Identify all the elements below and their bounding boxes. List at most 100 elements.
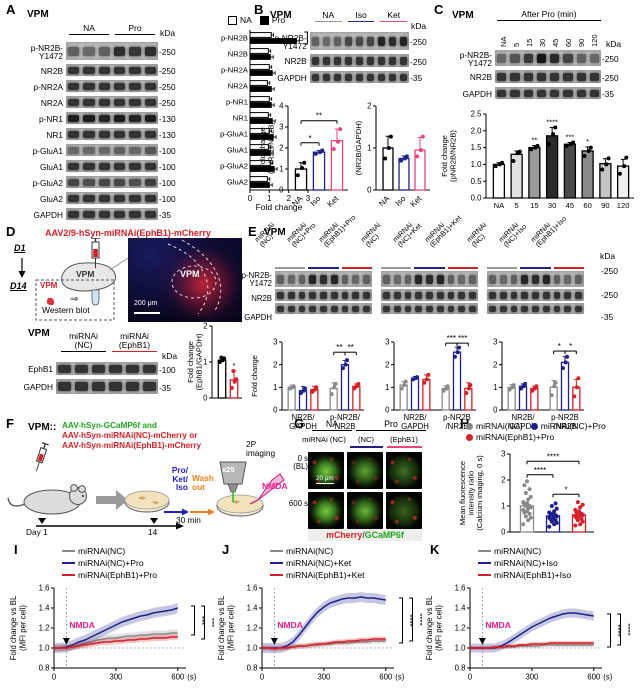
svg-text:Ket: Ket xyxy=(326,194,341,209)
blot-lane-strip xyxy=(275,289,372,301)
svg-text:1.2: 1.2 xyxy=(455,624,466,633)
panel-k-label: K xyxy=(430,542,440,557)
svg-text:0: 0 xyxy=(385,406,390,415)
blot-band xyxy=(129,162,141,170)
svg-text:(NR2B/GAPDH): (NR2B/GAPDH) xyxy=(354,120,363,175)
legend-marker-dot xyxy=(530,422,538,430)
svg-text:Fold change: Fold change xyxy=(440,135,449,177)
panel-g-scalebar-label: 20 μm xyxy=(316,475,334,484)
lane-label: 5 xyxy=(512,42,521,47)
panel-e-blot-set xyxy=(381,271,478,316)
legend-line-marker xyxy=(270,561,283,565)
blot-band xyxy=(143,364,156,373)
svg-text:*: * xyxy=(564,485,567,494)
blot-band xyxy=(309,291,317,299)
blot-band xyxy=(113,146,126,154)
blot-group-underline xyxy=(115,33,155,35)
blot-band xyxy=(298,291,306,299)
svg-text:p-NR2B/: p-NR2B/ xyxy=(330,413,361,422)
legend-label: miRNAi(NC)+Iso xyxy=(494,558,558,568)
blot-band xyxy=(98,130,110,138)
legend-marker-dot xyxy=(466,433,473,441)
blot-kda-label: -130 xyxy=(159,130,176,140)
svg-text:0: 0 xyxy=(468,673,473,682)
svg-text:1.0: 1.0 xyxy=(471,160,483,169)
panel-d-box-vpm: VPM xyxy=(40,281,58,290)
panel-f-day-end: 14 xyxy=(148,527,158,537)
panel-c-blot: p-NR2B- Y1472 -250 NR2B -250 GAPDH -35 xyxy=(434,50,634,103)
svg-text:(s): (s) xyxy=(395,673,404,682)
svg-text:NR2B: NR2B xyxy=(335,422,356,430)
svg-text:1.6: 1.6 xyxy=(247,584,258,593)
blot-band xyxy=(144,66,156,74)
blot-band xyxy=(589,53,599,63)
blot-band xyxy=(510,53,520,63)
svg-text:15: 15 xyxy=(530,201,538,210)
legend-item: miRNAi(NC)+Pro xyxy=(530,421,606,431)
panel-f-region: VPM:: xyxy=(28,422,57,433)
blot-band xyxy=(129,130,141,138)
panel-f-washout: Wash out xyxy=(192,473,214,492)
blot-band xyxy=(363,305,371,312)
blot-lane-strip xyxy=(487,303,584,314)
blot-band xyxy=(352,305,360,312)
blot-kda-label: -35 xyxy=(159,210,171,220)
blot-band xyxy=(352,274,360,284)
blot-row-label: GluA2 xyxy=(39,193,63,204)
blot-band xyxy=(333,56,341,65)
svg-text:p-NR2B: p-NR2B xyxy=(221,34,248,43)
blot-band xyxy=(344,36,352,46)
blot-lane-strip xyxy=(66,42,158,60)
blot-group-underline xyxy=(61,350,106,352)
panel-d-blot: EphB1 -100 GAPDH -35 xyxy=(8,362,188,398)
blot-band xyxy=(92,382,105,391)
blot-band xyxy=(126,382,139,391)
blot-band xyxy=(536,72,546,81)
blot-lane-strip xyxy=(487,289,584,301)
panel-e-blot-set xyxy=(487,271,584,316)
svg-text:300: 300 xyxy=(525,673,539,682)
legend-line-marker xyxy=(478,561,491,565)
blot-band xyxy=(287,274,295,284)
blot-band xyxy=(563,89,573,97)
blot-group-underline xyxy=(112,350,157,352)
blot-band xyxy=(426,305,433,312)
panel-e-group-label: miRNAi (EphB1)+Iso xyxy=(528,214,569,250)
svg-text:600: 600 xyxy=(379,673,393,682)
svg-text:NMDA: NMDA xyxy=(485,620,511,630)
blot-band xyxy=(363,291,371,299)
blot-band xyxy=(523,53,533,63)
svg-text:*: * xyxy=(558,342,561,351)
svg-text:1.4: 1.4 xyxy=(247,604,259,613)
svg-text:*: * xyxy=(586,137,589,146)
blot-band xyxy=(393,291,401,299)
svg-text:****: **** xyxy=(546,117,558,126)
blot-band xyxy=(68,98,80,106)
blot-band xyxy=(83,66,95,74)
blot-band xyxy=(113,114,126,122)
panel-j-chart: 0.8 1.0 1.2 1.4 1.6 0 300 600 (s) Fold change vs … xyxy=(216,582,424,690)
panel-b-chart-pnr2b: 0 1 2 3 4 Fold change (pNR2B/NR2B) * ** NA Iso Ket xyxy=(258,96,352,217)
panel-e-group-underlines xyxy=(381,267,478,269)
group-underline xyxy=(414,267,445,269)
panel-d-western-blot: Western blot xyxy=(42,305,90,315)
blot-group-underline xyxy=(315,20,342,22)
panel-h-legend-row2: miRNAi(EphB1)+Pro xyxy=(466,432,554,442)
panel-j-legend: miRNAi(NC) miRNAi(NC)+Ket miRNAi(EphB1)+Ke… xyxy=(270,546,365,582)
legend-label: miRNAi(EphB1)+Pro xyxy=(78,570,158,580)
panel-b-kda-header: kDa xyxy=(411,21,427,31)
svg-text:****: **** xyxy=(613,624,622,636)
blot-band xyxy=(510,89,520,97)
blot-band xyxy=(589,72,599,81)
panel-f-diagram xyxy=(7,442,285,530)
blot-lane-strip xyxy=(495,87,601,99)
panel-e-row-label-gapdh: GAPDH xyxy=(244,313,272,322)
svg-text:0: 0 xyxy=(493,406,498,415)
svg-text:0: 0 xyxy=(501,528,506,537)
blot-band xyxy=(499,274,507,284)
blot-band xyxy=(98,66,110,74)
svg-text:p-NR2B: p-NR2B xyxy=(443,413,471,422)
panel-d-image-vpm-label: VPM xyxy=(180,269,200,279)
blot-band xyxy=(532,274,539,284)
blot-band xyxy=(129,98,141,106)
